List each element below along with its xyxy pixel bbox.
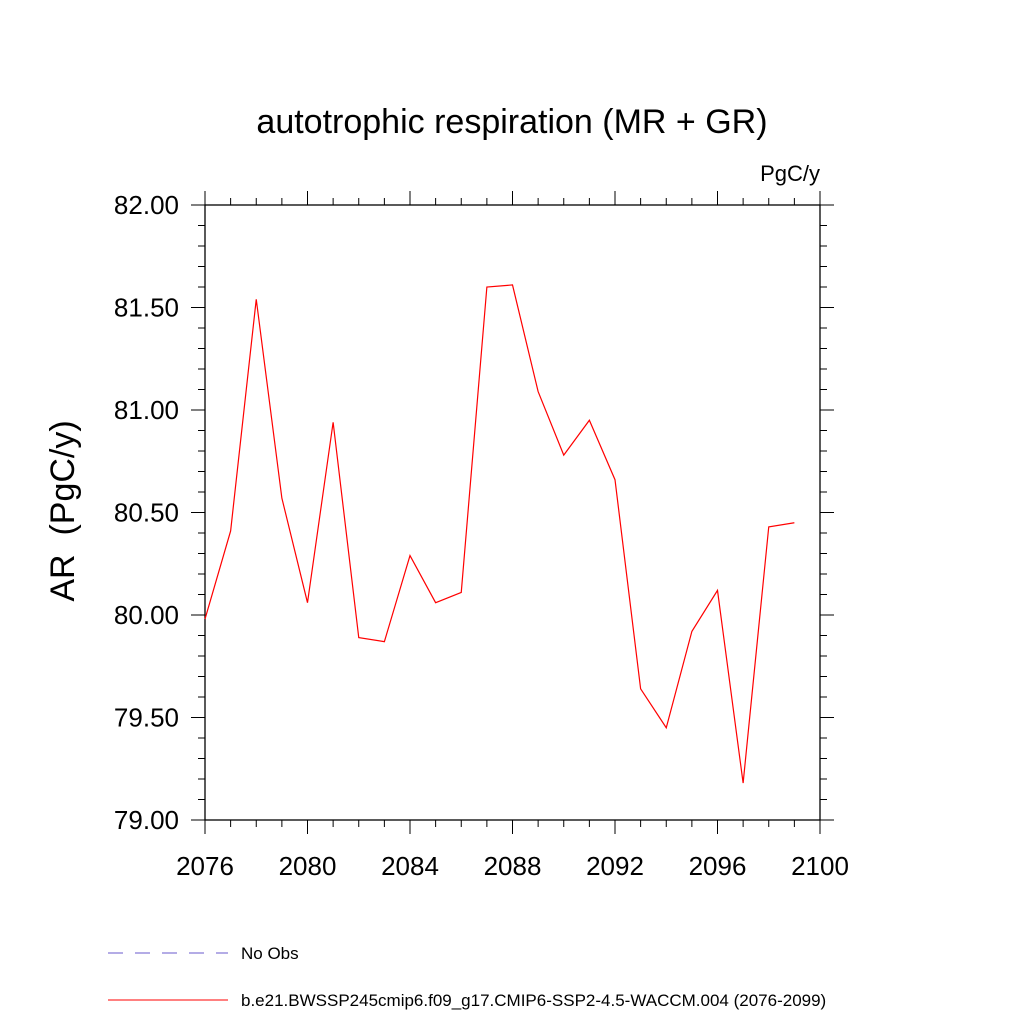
y-tick-label: 80.50 [114, 498, 179, 528]
units-label: PgC/y [760, 161, 820, 186]
legend-label: b.e21.BWSSP245cmip6.f09_g17.CMIP6-SSP2-4… [241, 991, 826, 1010]
x-tick-label: 2092 [586, 851, 644, 881]
y-tick-label: 80.00 [114, 600, 179, 630]
plot-frame [205, 205, 820, 820]
x-tick-label: 2080 [279, 851, 337, 881]
x-tick-label: 2088 [484, 851, 542, 881]
x-tick-label: 2096 [689, 851, 747, 881]
y-tick-label: 81.50 [114, 293, 179, 323]
y-axis-label: AR (PgC/y) [44, 420, 82, 601]
y-tick-label: 79.00 [114, 805, 179, 835]
x-tick-label: 2076 [176, 851, 234, 881]
legend-label: No Obs [241, 944, 299, 963]
y-tick-label: 82.00 [114, 190, 179, 220]
series-line [205, 285, 794, 783]
y-tick-label: 81.00 [114, 395, 179, 425]
x-tick-label: 2100 [791, 851, 849, 881]
y-tick-label: 79.50 [114, 703, 179, 733]
chart-title: autotrophic respiration (MR + GR) [256, 103, 767, 141]
x-tick-label: 2084 [381, 851, 439, 881]
